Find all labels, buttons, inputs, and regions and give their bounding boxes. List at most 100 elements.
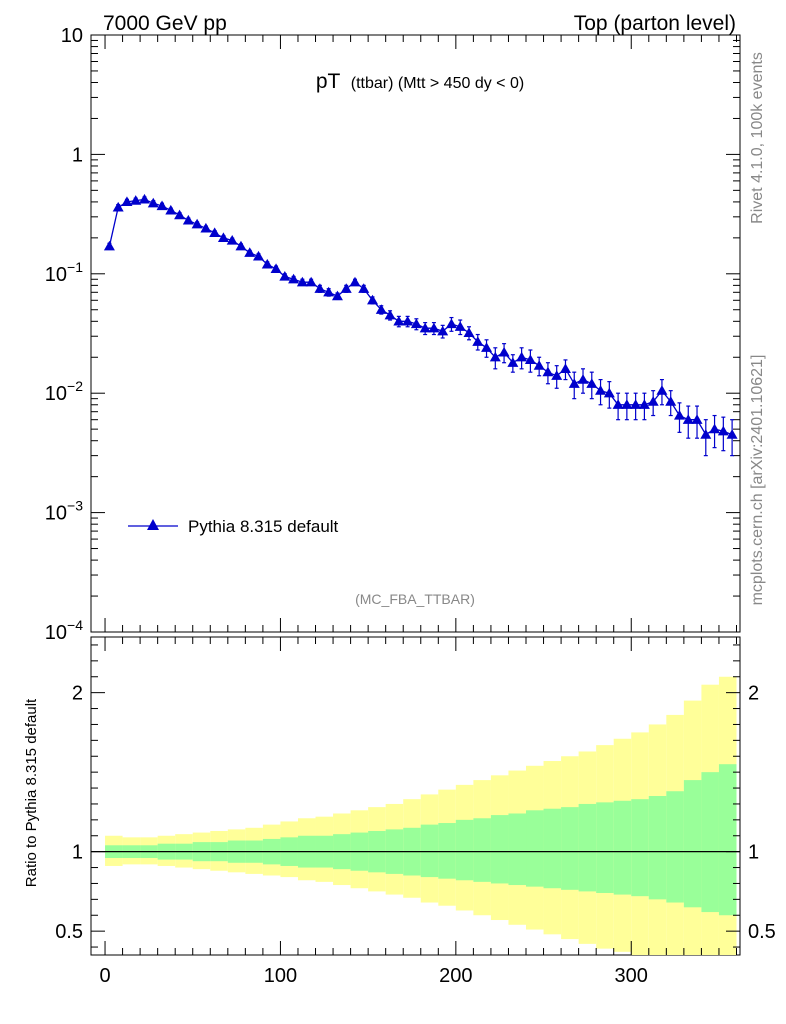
y-tick-exp: −3 — [67, 498, 83, 514]
data-point — [673, 410, 685, 420]
data-point — [253, 250, 265, 261]
y-tick-label: 10 — [61, 25, 83, 47]
data-point — [437, 325, 449, 336]
legend-label: Pythia 8.315 default — [188, 517, 339, 536]
data-point — [375, 304, 387, 314]
data-point — [551, 370, 563, 380]
band-bin — [420, 824, 439, 878]
header-right: Top (parton level) — [574, 12, 736, 35]
data-point — [384, 309, 396, 320]
data-point — [410, 318, 422, 329]
data-point — [630, 399, 642, 409]
data-point — [445, 318, 457, 329]
data-point — [726, 429, 738, 439]
main-panel-frame — [90, 34, 741, 633]
ratio-y-tick-label-right: 0.5 — [748, 921, 776, 943]
data-point — [130, 195, 142, 205]
legend-marker — [147, 519, 159, 530]
band-bin — [508, 813, 527, 886]
main-title: pT (ttbar) (Mtt > 450 dy < 0) — [316, 70, 524, 93]
y-tick-exp: −1 — [67, 259, 83, 275]
data-point — [367, 294, 379, 305]
data-point — [305, 276, 317, 287]
ratio-y-tick-label: 0.5 — [55, 921, 83, 943]
band-bin — [648, 796, 667, 900]
data-point — [665, 396, 677, 406]
data-point — [647, 396, 659, 406]
ratio-axis-ticks — [91, 637, 740, 955]
band-bin — [596, 802, 614, 893]
y-tick-exp: −4 — [67, 617, 83, 633]
x-tick-label: 100 — [264, 965, 297, 987]
x-tick-label: 300 — [615, 965, 648, 987]
data-point — [103, 240, 115, 251]
data-point — [138, 193, 150, 204]
mcplots-label: mcplots.cern.ch [arXiv:2401.10621] — [749, 355, 766, 606]
x-tick-label: 0 — [99, 965, 110, 987]
data-point — [226, 235, 238, 245]
ratio-ylabel: Ratio to Pythia 8.315 default — [23, 698, 40, 887]
data-point — [340, 283, 352, 293]
band-bin — [666, 791, 684, 903]
ratio-panel-frame — [90, 636, 741, 956]
ratio-y-tick-label: 1 — [72, 842, 83, 864]
data-point — [682, 414, 694, 424]
main-title-sub: (ttbar) (Mtt > 450 dy < 0) — [351, 75, 524, 92]
data-point — [419, 322, 431, 333]
data-point — [656, 385, 668, 395]
band-bin — [631, 799, 649, 897]
data-point — [217, 232, 229, 242]
data-point — [156, 200, 168, 211]
y-tick-base: 10 — [45, 503, 67, 525]
data-point — [524, 354, 536, 365]
data-point — [612, 399, 624, 409]
band-bin — [526, 810, 544, 887]
band-bin — [613, 800, 632, 895]
data-point — [209, 227, 221, 238]
data-point — [244, 247, 256, 257]
ratio-y-tick-label-right: 2 — [748, 683, 759, 705]
band-bin — [718, 764, 737, 916]
data-point — [235, 240, 247, 251]
analysis-tag: (MC_FBA_TTBAR) — [355, 591, 475, 607]
data-point — [121, 196, 133, 207]
data-point — [200, 222, 212, 233]
data-point — [279, 270, 291, 281]
data-point — [621, 399, 633, 409]
y-tick-base: 10 — [45, 264, 67, 286]
main-axis-ticks — [91, 34, 740, 633]
data-point — [358, 283, 370, 293]
data-point — [191, 218, 203, 229]
data-point — [314, 283, 326, 293]
data-point — [472, 336, 484, 346]
data-point — [586, 378, 598, 388]
x-tick-label: 200 — [439, 965, 472, 987]
data-point — [568, 378, 580, 388]
data-point — [296, 276, 308, 287]
data-point — [261, 258, 273, 269]
data-point — [463, 327, 475, 338]
data-point — [516, 351, 528, 362]
data-point — [481, 342, 493, 352]
data-point — [700, 429, 712, 439]
data-point — [402, 315, 414, 326]
data-point — [559, 363, 571, 373]
rivet-label: Rivet 4.1.0, 100k events — [749, 52, 766, 224]
y-tick-exp: −2 — [67, 378, 83, 394]
data-point — [428, 322, 440, 333]
data-point — [542, 366, 554, 377]
ratio-y-tick-label: 2 — [72, 683, 83, 705]
data-point — [454, 321, 466, 331]
band-bin — [701, 772, 719, 913]
data-point — [489, 351, 501, 362]
data-point — [147, 197, 159, 208]
band-bin — [438, 823, 456, 879]
data-point — [112, 201, 124, 212]
data-point — [691, 414, 703, 424]
data-point — [165, 204, 177, 215]
y-tick-label: 10−4 — [45, 617, 83, 644]
x-tick-labels: 0 100 200 300 — [99, 965, 647, 987]
ratio-y-tick-label-right: 1 — [748, 842, 759, 864]
header-left: 7000 GeV pp — [103, 12, 227, 35]
